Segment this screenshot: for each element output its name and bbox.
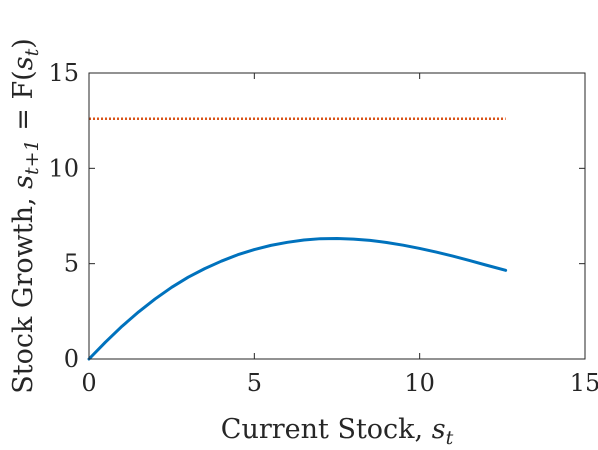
y-tick-label: 5	[64, 250, 79, 278]
series-layer	[87, 117, 508, 361]
x-axis-label: Current Stock, st	[221, 414, 454, 449]
y-tick-label: 15	[48, 59, 79, 87]
y-tick-label: 10	[48, 154, 79, 182]
x-tick-label: 15	[570, 369, 598, 397]
ticks-layer: 0 5 10 15 0 5 10 15	[48, 59, 598, 397]
x-tick-label: 10	[404, 369, 435, 397]
x-tick-label: 5	[247, 369, 262, 397]
y-tick-label: 0	[64, 345, 79, 373]
plot-frame	[88, 72, 586, 360]
series-line-0	[87, 237, 508, 361]
plot-area	[89, 73, 585, 359]
x-tick-label: 0	[81, 369, 96, 397]
y-axis-label: Stock Growth, st+1 = F(st)	[8, 38, 43, 394]
